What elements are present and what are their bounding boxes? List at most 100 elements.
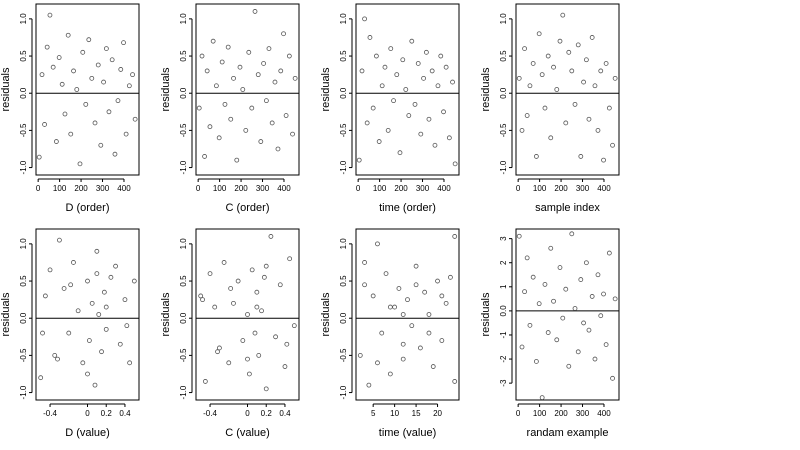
x-tick-label: 100 (533, 184, 547, 193)
data-point (231, 75, 236, 81)
data-point (572, 306, 578, 311)
data-point (80, 360, 86, 366)
data-point (65, 32, 71, 38)
data-point (418, 131, 424, 137)
data-point (356, 157, 362, 163)
data-point (237, 64, 243, 70)
data-point (598, 68, 604, 74)
data-point (39, 72, 45, 78)
data-point (575, 349, 581, 355)
panel-sample-index: 0 100 200 300 400 -1.0 -0.5 0.0 0.5 1.0 sample ind… (480, 3, 620, 214)
y-tick-label: 0.5 (339, 50, 348, 62)
data-point (522, 46, 527, 52)
y-tick-label: -0.5 (339, 348, 348, 362)
data-point (291, 323, 297, 329)
y-tick-label: 1.0 (179, 238, 188, 250)
data-point (379, 330, 385, 336)
y-tick-label: 0.0 (499, 305, 508, 317)
data-point (225, 44, 231, 50)
data-point (202, 379, 208, 384)
x-tick-label: 200 (394, 184, 408, 193)
data-point (586, 327, 592, 333)
y-tick-label: 0.5 (19, 50, 28, 62)
data-point (243, 127, 249, 133)
data-point (385, 127, 391, 133)
y-tick-label: -1.0 (499, 160, 508, 174)
data-point (246, 49, 252, 55)
data-point (246, 371, 252, 377)
data-point (539, 395, 545, 400)
y-axis-title: residuals (160, 292, 172, 337)
x-axis-title: sample index (535, 202, 600, 214)
data-point (443, 64, 449, 70)
data-point (359, 68, 365, 74)
data-point (83, 101, 89, 107)
data-point (557, 265, 563, 270)
y-tick-label: -2 (499, 355, 508, 363)
data-point (61, 286, 67, 291)
data-point (557, 38, 563, 44)
data-point (99, 349, 104, 355)
x-tick-label: 10 (390, 409, 399, 418)
data-point (132, 116, 138, 122)
y-tick-label: 0.0 (339, 312, 348, 324)
x-tick-label: 400 (597, 184, 611, 193)
data-point (109, 57, 115, 63)
data-point (394, 72, 400, 78)
data-point (75, 308, 81, 314)
data-point (56, 55, 62, 60)
data-point (592, 83, 598, 89)
x-tick-label: 200 (234, 184, 248, 193)
data-point (266, 46, 272, 52)
data-point (263, 263, 269, 269)
x-axis-title: time (value) (379, 427, 436, 439)
data-point (370, 105, 376, 111)
y-tick-label: -0.5 (179, 123, 188, 137)
data-point (357, 352, 363, 358)
x-tick-label: 0.2 (101, 409, 113, 418)
y-axis-title: residuals (480, 67, 492, 112)
data-point (548, 135, 554, 141)
y-tick-label: 0.0 (499, 87, 508, 99)
data-point (292, 75, 298, 81)
y-axis-title: residuals (320, 292, 332, 337)
y-tick-label: -1.0 (19, 160, 28, 174)
x-axis-title: D (order) (65, 202, 109, 214)
data-point (234, 157, 240, 163)
x-tick-label: 300 (416, 184, 430, 193)
data-point (452, 161, 458, 167)
panel-d-order: 0 100 200 300 400 -1.0 -0.5 0.0 0.5 1.0 D (order) r… (0, 3, 140, 214)
data-point (113, 263, 118, 269)
y-tick-label: -0.5 (499, 123, 508, 137)
y-axis-title: residuals (0, 67, 12, 112)
panel-time-value: 5 10 15 20 -1.0 -0.5 0.0 0.5 1.0 time (value) resi… (320, 228, 460, 439)
data-point (85, 278, 90, 284)
y-tick-label: 3 (499, 236, 508, 241)
data-point (603, 342, 609, 348)
data-point (569, 68, 575, 74)
data-point (396, 286, 402, 291)
data-point (441, 109, 446, 115)
y-tick-label: 0.0 (179, 87, 188, 99)
data-point (516, 75, 522, 81)
x-tick-label: 300 (256, 184, 270, 193)
data-point (204, 68, 210, 74)
data-point (423, 49, 429, 55)
data-point (364, 120, 370, 126)
data-point (426, 330, 432, 336)
data-point (47, 12, 53, 18)
x-tick-label: 0.2 (261, 409, 273, 418)
data-point (121, 40, 126, 46)
y-tick-label: -0.5 (19, 348, 28, 362)
y-tick-label: -1.0 (339, 385, 348, 399)
data-point (438, 53, 444, 59)
y-tick-label: -0.5 (179, 348, 188, 362)
data-point (421, 75, 426, 81)
data-point (124, 323, 130, 329)
data-point (530, 61, 536, 66)
data-point (413, 263, 419, 269)
data-point (400, 312, 406, 317)
data-point (86, 37, 92, 43)
data-point (42, 122, 47, 127)
data-point (612, 75, 618, 81)
